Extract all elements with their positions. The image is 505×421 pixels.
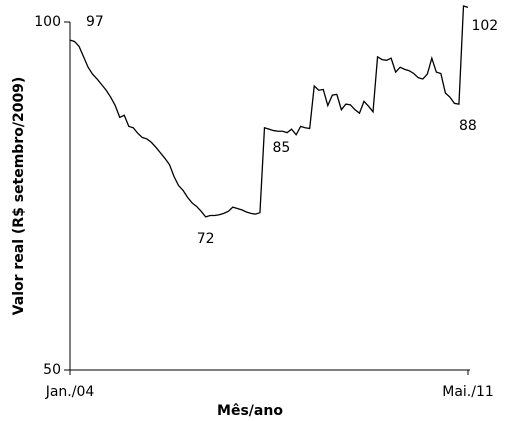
y-tick-label: 100	[34, 14, 61, 30]
data-line	[69, 5, 469, 218]
data-label: 102	[471, 18, 498, 34]
data-label: 97	[86, 14, 104, 30]
x-tick-label: Mai./11	[442, 384, 494, 400]
x-axis-title: Mês/ano	[217, 403, 283, 419]
data-label: 85	[272, 140, 290, 156]
data-label: 88	[459, 118, 477, 134]
y-tick-label: 50	[43, 362, 61, 378]
x-tick-label: Jan./04	[45, 384, 95, 400]
data-label: 72	[197, 231, 215, 247]
y-axis-title: Valor real (R$ setembro/2009)	[11, 77, 27, 316]
